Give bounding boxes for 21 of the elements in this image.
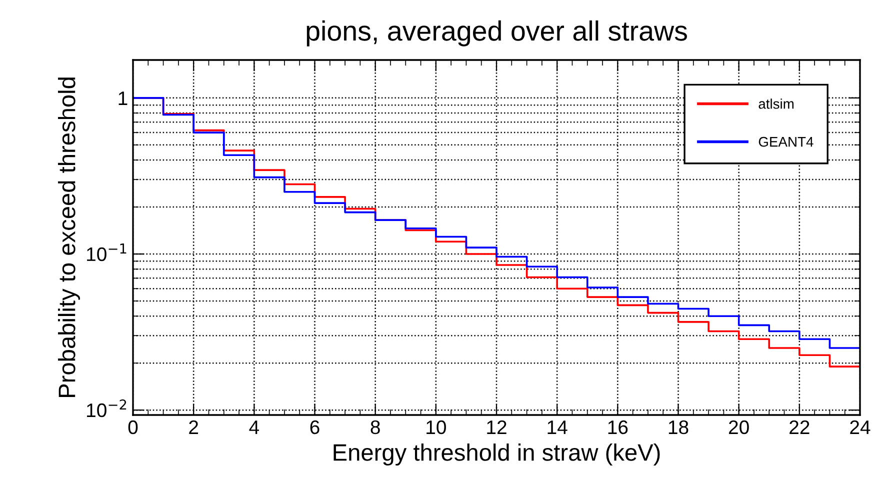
x-tick-label: 18 — [668, 420, 688, 434]
x-tick-label: 24 — [850, 420, 870, 434]
x-axis-title: Energy threshold in straw (keV) — [334, 444, 660, 466]
x-tick-label: 2 — [189, 420, 198, 434]
y-tick-label: 1 — [118, 92, 128, 105]
x-tick-label: 20 — [729, 420, 749, 434]
x-tick-label: 6 — [310, 420, 320, 434]
y-tick-label: 10$^{−2}$ — [87, 399, 126, 418]
y-tick-label: 10$^{−1}$ — [87, 244, 126, 262]
x-tick-label: 4 — [249, 420, 260, 434]
legend-label: GEANT4 — [758, 136, 814, 147]
x-tick-label: 22 — [790, 420, 810, 434]
x-tick-label: 16 — [608, 420, 628, 434]
x-tick-label: 8 — [370, 420, 380, 434]
chart-title: pions, averaged over all straws — [306, 20, 687, 46]
y-axis-title: Probability to exceed threshold — [58, 78, 80, 397]
x-tick-label: 14 — [548, 420, 568, 434]
legend-label: atlsim — [758, 98, 794, 109]
x-tick-label: 10 — [426, 420, 446, 434]
x-tick-label: 0 — [128, 420, 138, 434]
x-tick-label: 12 — [487, 420, 506, 434]
